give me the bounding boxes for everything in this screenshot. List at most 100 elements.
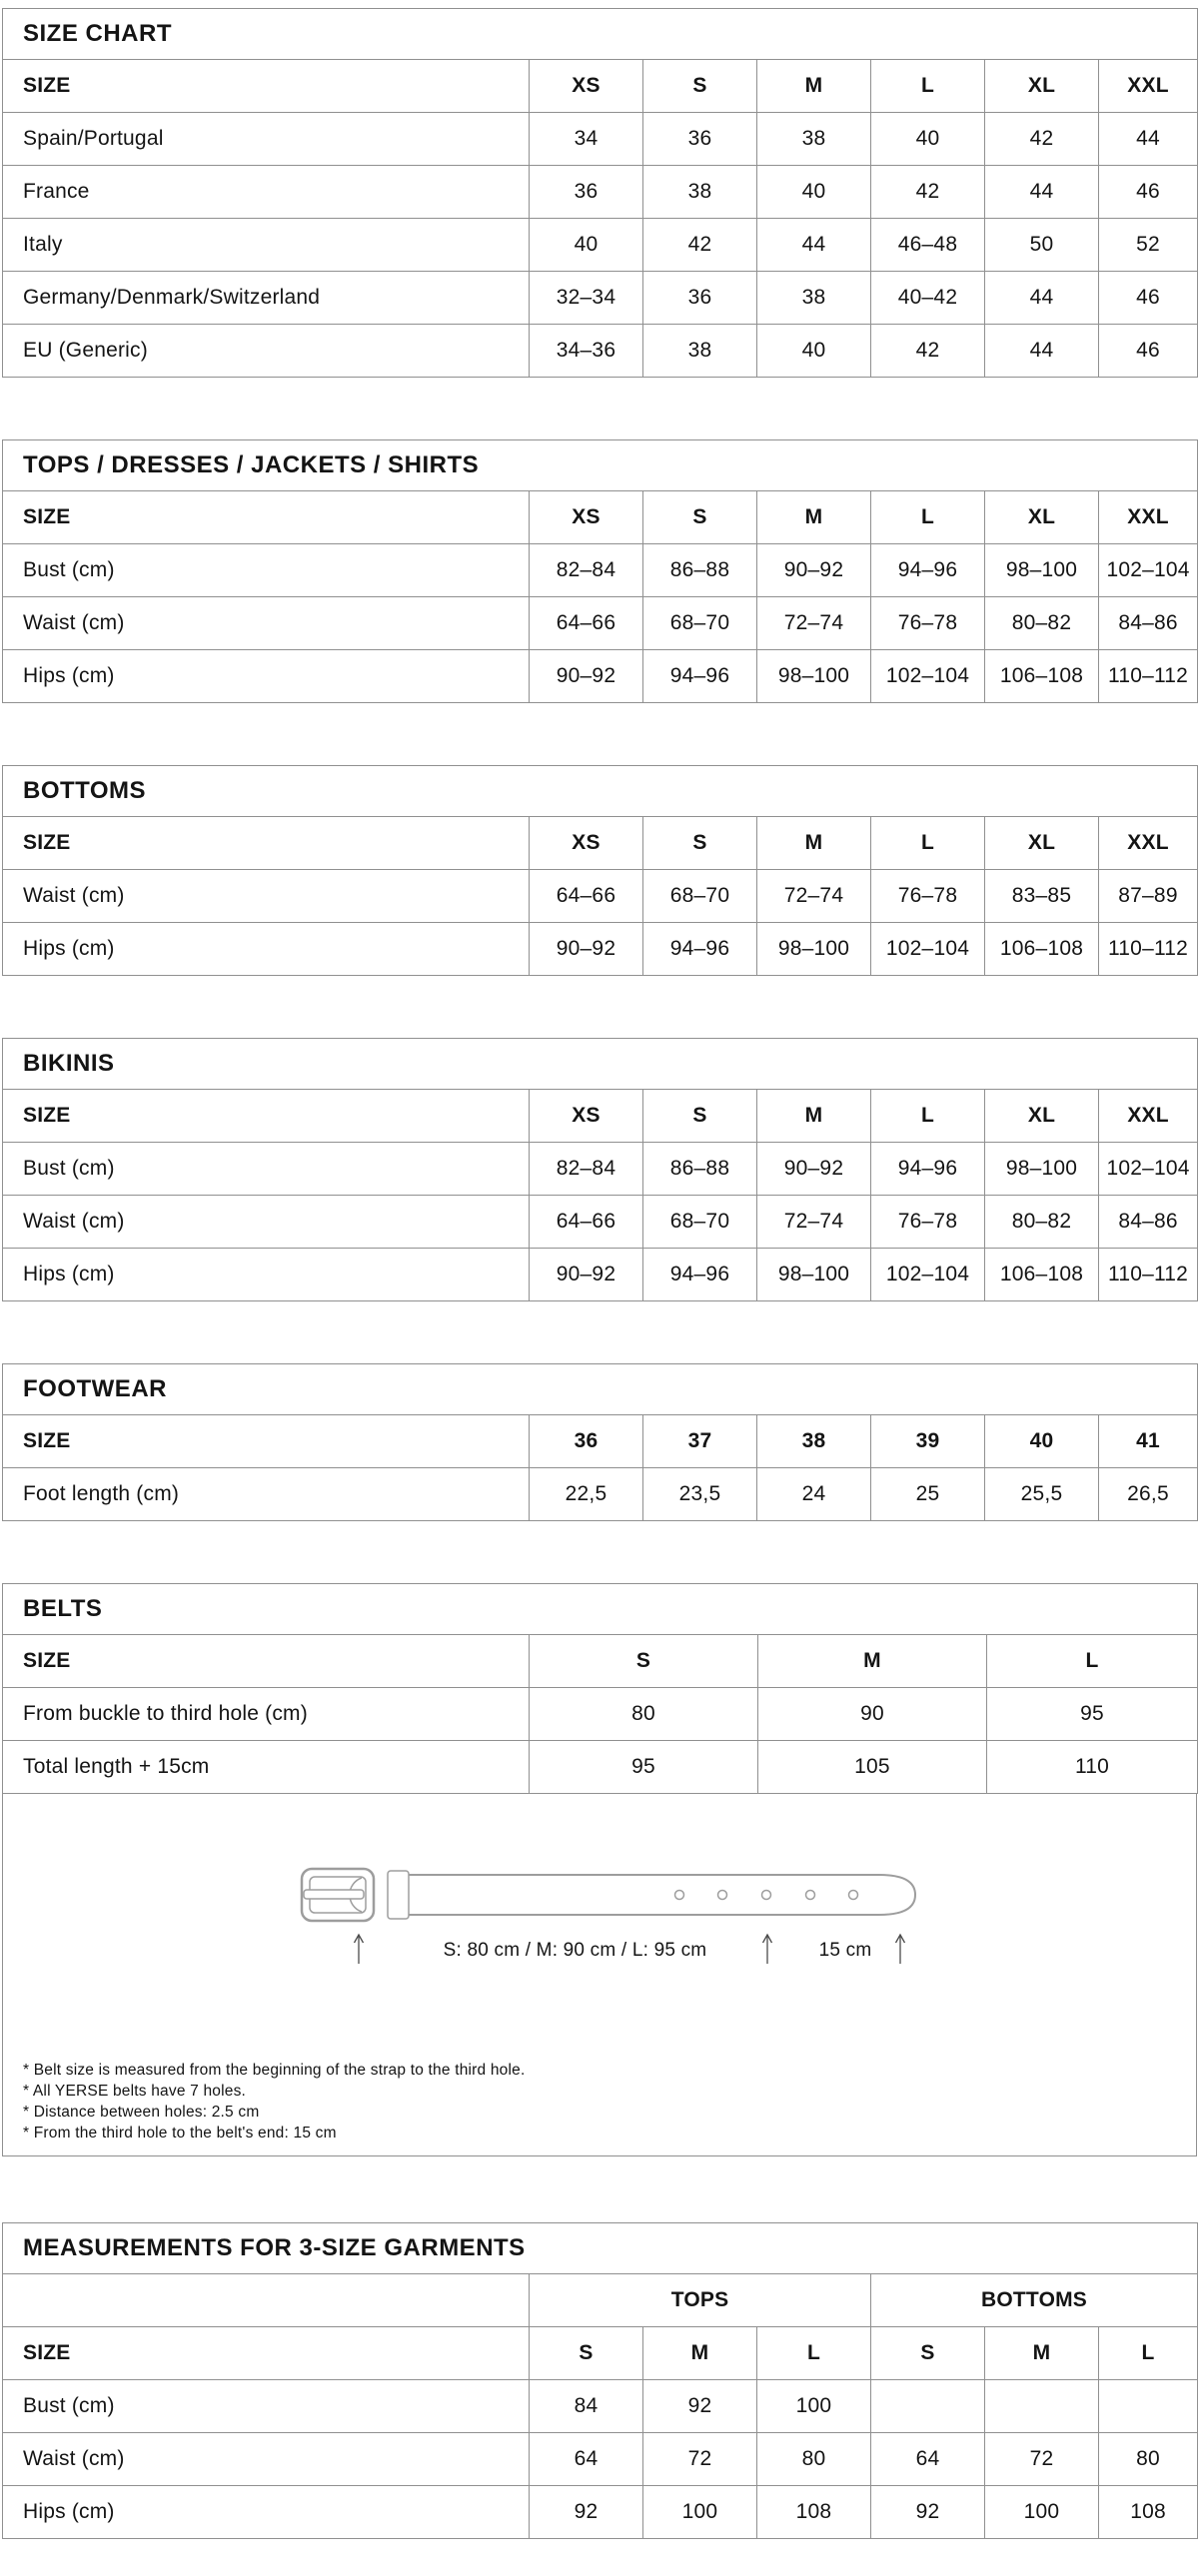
size-value-cell [984,2379,1099,2433]
size-value-cell: 40 [756,324,871,378]
size-column-header: M [756,816,871,870]
size-value-cell: 94–96 [870,543,985,597]
size-value-cell: 84–86 [1097,596,1199,650]
belt-hole [673,1889,685,1901]
size-value-cell: 86–88 [642,1142,757,1196]
belt-illustration [300,1867,917,1964]
size-column-header: 37 [642,1414,757,1468]
table-row: Germany/Denmark/Switzerland 32–34 36 38 40–4… [2,271,1199,325]
size-value-cell: 106–108 [984,1248,1099,1301]
size-column-header: XL [984,816,1099,870]
section-title: SIZE CHART [1,8,1199,60]
size-value-cell: 68–70 [642,869,757,923]
size-value-cell: 72 [984,2432,1099,2486]
size-value-cell: 38 [756,271,871,325]
size-column-header: S [642,816,757,870]
size-column-header: 41 [1097,1414,1199,1468]
size-chart-table: SIZE CHART SIZE XS S M L XL XXL Spain/Portugal 34… [1,8,1199,378]
row-label: Hips (cm) [2,1248,530,1301]
belt-prong [303,1889,365,1900]
size-value-cell: 106–108 [984,922,1099,976]
size-column-header: XXL [1097,490,1199,544]
size-value-cell: 80–82 [984,1195,1099,1249]
row-label: France [2,165,530,219]
table-row: EU (Generic) 34–36 38 40 42 44 46 [2,324,1199,378]
size-value-cell: 90–92 [529,649,643,703]
size-value-cell: 25 [870,1467,985,1521]
size-value-cell: 34–36 [529,324,643,378]
size-value-cell: 38 [642,324,757,378]
size-column-header: S [642,490,757,544]
row-label: Bust (cm) [2,2379,530,2433]
section-footwear: FOOTWEAR SIZE 36 37 38 39 40 41 Foot length (cm)… [1,1363,1199,1521]
belt-diagram: S: 80 cm / M: 90 cm / L: 95 cm 15 cm * B… [2,1793,1197,2156]
size-header: SIZE [2,2326,530,2380]
size-value-cell: 23,5 [642,1467,757,1521]
size-value-cell: 34 [529,112,643,166]
measure-arrow-icon [894,1933,906,1964]
size-column-header: XXL [1097,816,1199,870]
size-value-cell: 76–78 [870,596,985,650]
size-value-cell: 44 [984,165,1099,219]
size-column-header: M [756,490,871,544]
table-row: Hips (cm) 92 100 108 92 100 108 [2,2485,1199,2539]
size-column-header: L [870,59,985,113]
size-value-cell: 83–85 [984,869,1099,923]
row-label: Waist (cm) [2,2432,530,2486]
size-column-header: 38 [756,1414,871,1468]
size-value-cell: 40 [756,165,871,219]
row-label: Germany/Denmark/Switzerland [2,271,530,325]
section-size-chart: SIZE CHART SIZE XS S M L XL XXL Spain/Portugal 34… [1,8,1199,378]
size-value-cell: 90–92 [529,1248,643,1301]
size-value-cell: 102–104 [870,922,985,976]
size-column-header: L [870,1089,985,1143]
row-label: Waist (cm) [2,869,530,923]
row-label: Hips (cm) [2,2485,530,2539]
size-column-header: 40 [984,1414,1099,1468]
size-value-cell: 92 [642,2379,757,2433]
table-row: Waist (cm) 64 72 80 64 72 80 [2,2432,1199,2486]
size-value-cell: 86–88 [642,543,757,597]
size-value-cell: 80–82 [984,596,1099,650]
size-value-cell: 32–34 [529,271,643,325]
size-value-cell: 100 [984,2485,1099,2539]
size-value-cell: 24 [756,1467,871,1521]
size-value-cell: 87–89 [1097,869,1199,923]
size-column-header: S [529,2326,643,2380]
size-value-cell: 64–66 [529,596,643,650]
table-row: Waist (cm) 64–66 68–70 72–74 76–78 80–82 84–86 [2,1195,1199,1249]
size-value-cell: 26,5 [1097,1467,1199,1521]
size-value-cell: 42 [984,112,1099,166]
footwear-table: FOOTWEAR SIZE 36 37 38 39 40 41 Foot length (cm)… [1,1363,1199,1521]
size-value-cell: 110–112 [1097,922,1199,976]
size-header: SIZE [2,59,530,113]
table-row: Hips (cm) 90–92 94–96 98–100 102–104 106–108 1… [2,922,1199,976]
size-value-cell: 42 [870,165,985,219]
row-label: From buckle to third hole (cm) [2,1687,530,1741]
belt-size-measure-label: S: 80 cm / M: 90 cm / L: 95 cm [443,1940,707,1961]
size-value-cell: 44 [984,324,1099,378]
size-value-cell: 76–78 [870,869,985,923]
size-value-cell: 44 [756,218,871,272]
table-row: Foot length (cm) 22,5 23,5 24 25 25,5 26,5 [2,1467,1199,1521]
size-value-cell: 90–92 [756,543,871,597]
size-value-cell: 72–74 [756,596,871,650]
section-tops: TOPS / DRESSES / JACKETS / SHIRTS SIZE XS S… [1,439,1199,703]
size-column-header: XL [984,59,1099,113]
table-row: Waist (cm) 64–66 68–70 72–74 76–78 80–82 84–86 [2,596,1199,650]
size-value-cell: 102–104 [1097,1142,1199,1196]
table-row: Bust (cm) 82–84 86–88 90–92 94–96 98–100 102–1… [2,1142,1199,1196]
size-value-cell: 64–66 [529,869,643,923]
size-value-cell: 38 [642,165,757,219]
section-title: MEASUREMENTS FOR 3-SIZE GARMENTS [1,2222,1199,2274]
row-label: Spain/Portugal [2,112,530,166]
size-value-cell: 68–70 [642,596,757,650]
size-value-cell: 94–96 [642,1248,757,1301]
size-value-cell: 44 [984,271,1099,325]
size-value-cell: 94–96 [642,922,757,976]
size-column-header: 39 [870,1414,985,1468]
size-column-header: 36 [529,1414,643,1468]
size-value-cell: 108 [1097,2485,1199,2539]
size-value-cell: 98–100 [756,649,871,703]
